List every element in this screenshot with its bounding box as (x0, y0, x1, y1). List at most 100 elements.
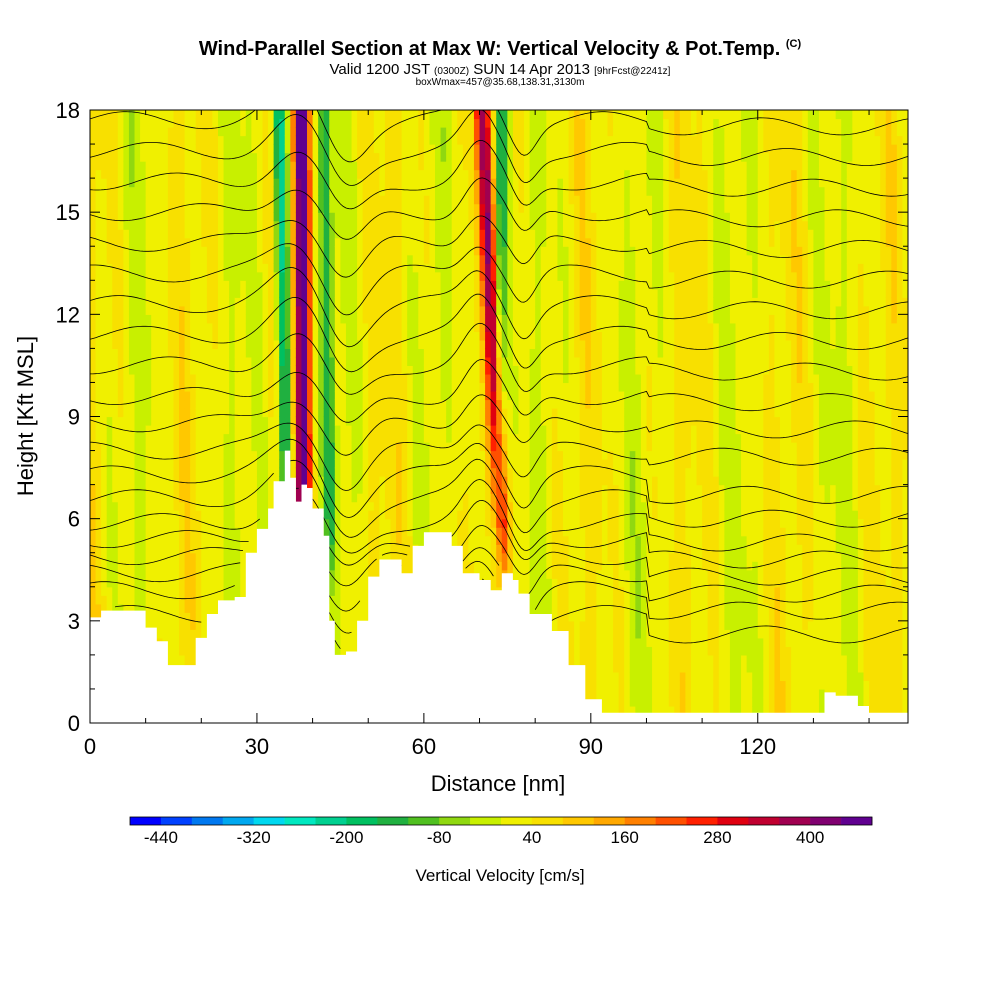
velocity-cell (195, 314, 202, 324)
velocity-cell (307, 356, 314, 367)
velocity-cell (262, 263, 269, 273)
velocity-cell (240, 305, 247, 315)
velocity-cell (384, 527, 392, 537)
velocity-cell (345, 161, 353, 171)
velocity-cell (418, 212, 425, 222)
velocity-cell (384, 237, 392, 247)
velocity-cell (101, 339, 108, 349)
velocity-cell (140, 433, 147, 443)
velocity-cell (412, 237, 419, 247)
velocity-cell (451, 280, 458, 290)
velocity-cell (329, 407, 336, 418)
velocity-cell (123, 407, 130, 418)
velocity-cell (351, 280, 358, 290)
velocity-cell (179, 382, 186, 392)
velocity-cell (256, 442, 264, 452)
velocity-cell (112, 220, 119, 230)
velocity-cell (284, 161, 291, 171)
velocity-cell (195, 237, 202, 247)
velocity-cell (418, 178, 425, 188)
velocity-cell (206, 527, 214, 537)
velocity-cell (468, 416, 475, 426)
velocity-cell (373, 442, 380, 452)
velocity-cell (368, 476, 375, 486)
velocity-cell (396, 305, 403, 315)
velocity-cell (334, 118, 341, 128)
velocity-cell (167, 510, 175, 520)
velocity-cell (167, 118, 175, 128)
velocity-cell (223, 144, 230, 154)
velocity-cell (217, 450, 225, 460)
velocity-cell (462, 254, 469, 264)
velocity-cell (112, 161, 119, 171)
velocity-cell (101, 331, 108, 341)
velocity-cell (229, 544, 236, 554)
velocity-cell (140, 152, 147, 162)
velocity-cell (295, 229, 303, 239)
velocity-cell (362, 390, 369, 401)
velocity-cell (440, 433, 447, 443)
chart-title: Wind-Parallel Section at Max W: Vertical… (0, 38, 1000, 61)
velocity-cell (184, 237, 191, 247)
velocity-cell (240, 280, 247, 290)
velocity-cell (229, 169, 236, 179)
velocity-cell (340, 407, 347, 418)
velocity-cell (212, 373, 219, 384)
velocity-cell (407, 552, 414, 562)
velocity-cell (340, 603, 347, 613)
velocity-cell (273, 331, 280, 341)
velocity-cell (412, 535, 419, 545)
velocity-cell (290, 348, 297, 358)
velocity-cell (268, 399, 275, 409)
velocity-cell (190, 373, 197, 384)
velocity-cell (268, 186, 275, 196)
velocity-cell (179, 603, 186, 613)
velocity-cell (312, 297, 319, 307)
velocity-cell (206, 459, 214, 469)
velocity-cell (396, 339, 403, 349)
velocity-cell (245, 484, 252, 494)
velocity-cell (262, 433, 269, 443)
velocity-cell (384, 314, 392, 324)
velocity-cell (123, 467, 130, 477)
velocity-cell (217, 518, 225, 528)
velocity-cell (418, 237, 425, 247)
velocity-cell (145, 254, 152, 264)
velocity-cell (140, 365, 147, 375)
velocity-cell (95, 425, 102, 435)
velocity-cell (212, 569, 219, 579)
velocity-cell (251, 510, 258, 520)
velocity-cell (429, 322, 436, 332)
velocity-cell (345, 459, 353, 469)
velocity-cell (307, 322, 314, 332)
velocity-cell (368, 161, 375, 171)
velocity-cell (134, 493, 141, 503)
velocity-cell (446, 425, 453, 435)
velocity-cell (446, 144, 453, 154)
velocity-cell (223, 322, 230, 332)
velocity-cell (301, 229, 308, 239)
velocity-cell (307, 118, 314, 128)
velocity-cell (290, 186, 297, 196)
velocity-cell (156, 135, 163, 145)
velocity-cell (340, 305, 347, 315)
velocity-cell (462, 127, 469, 137)
velocity-cell (351, 161, 358, 171)
velocity-cell (401, 356, 408, 367)
velocity-cell (279, 288, 286, 298)
velocity-cell (440, 127, 447, 137)
velocity-cell (179, 186, 186, 196)
velocity-cell (323, 212, 330, 222)
velocity-cell (145, 356, 152, 367)
velocity-cell (295, 152, 303, 162)
velocity-cell (128, 237, 136, 247)
velocity-cell (435, 510, 442, 520)
velocity-cell (357, 348, 364, 358)
velocity-cell (179, 476, 186, 486)
velocity-cell (240, 110, 247, 120)
velocity-cell (340, 425, 347, 435)
velocity-cell (234, 271, 241, 281)
velocity-cell (412, 442, 419, 452)
velocity-cell (334, 620, 341, 630)
velocity-cell (396, 373, 403, 384)
